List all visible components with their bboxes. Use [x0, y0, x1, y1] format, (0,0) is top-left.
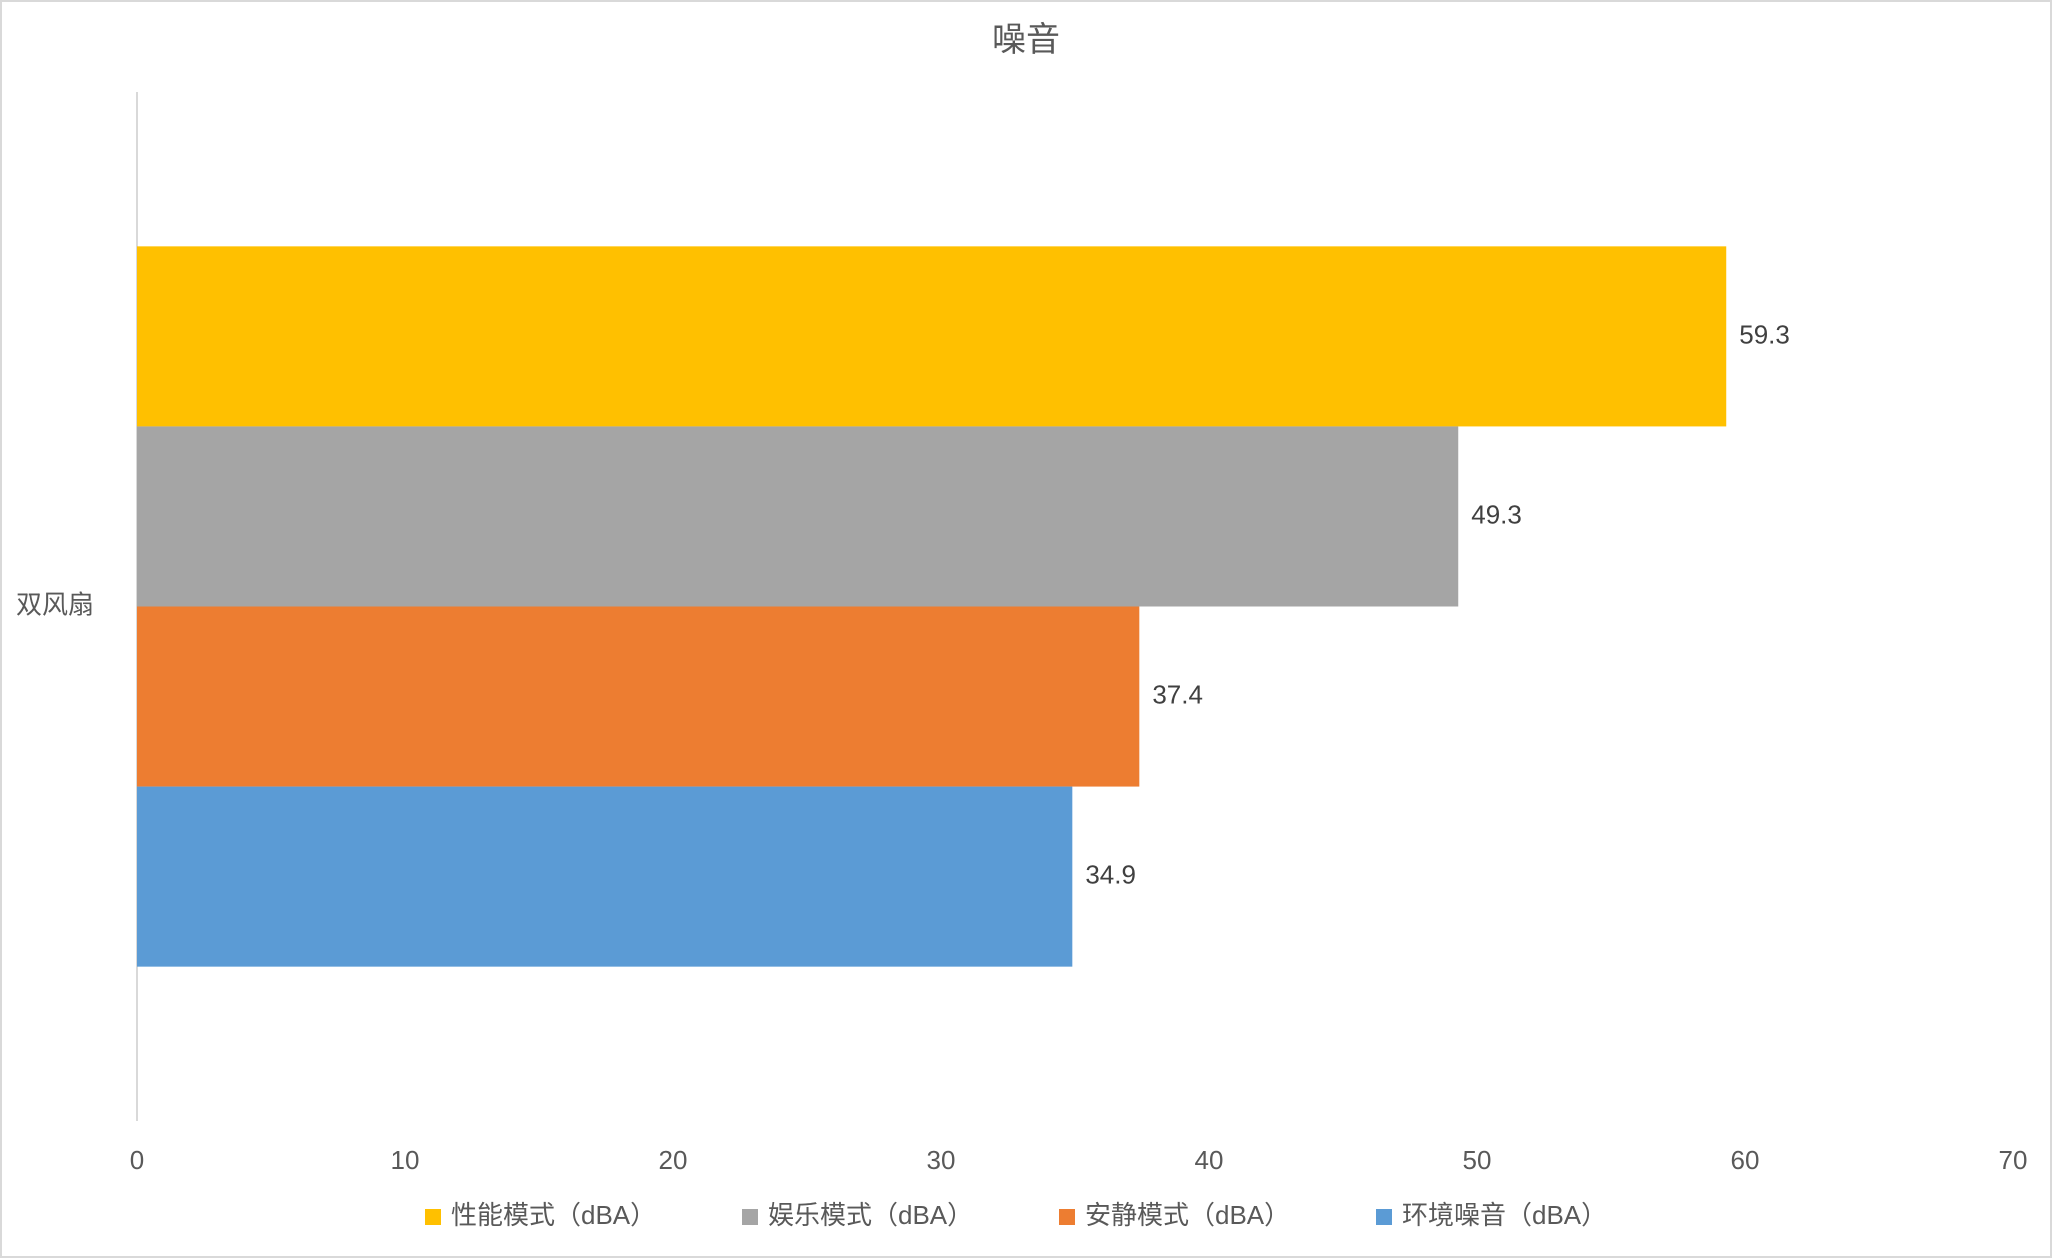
chart-title: 噪音 — [992, 21, 1060, 59]
x-tick-label: 30 — [927, 1145, 956, 1175]
y-tick-label: 双风扇 — [16, 589, 94, 619]
legend-label: 娱乐模式（dBA） — [768, 1200, 973, 1230]
legend-label: 安静模式（dBA） — [1085, 1200, 1290, 1230]
legend-swatch — [425, 1209, 441, 1225]
data-label: 34.9 — [1085, 859, 1136, 889]
x-tick-label: 20 — [659, 1145, 688, 1175]
bar — [137, 426, 1459, 607]
legend-label: 性能模式（dBA） — [451, 1200, 656, 1230]
bar — [137, 786, 1073, 967]
legend-swatch — [742, 1209, 758, 1225]
legend-swatch — [1376, 1209, 1392, 1225]
x-tick-label: 40 — [1195, 1145, 1224, 1175]
x-tick-label: 10 — [391, 1145, 420, 1175]
x-tick-label: 60 — [1731, 1145, 1760, 1175]
bar — [137, 606, 1140, 787]
data-label: 59.3 — [1739, 319, 1790, 349]
data-label: 37.4 — [1152, 679, 1203, 709]
data-label: 49.3 — [1471, 499, 1522, 529]
bar — [137, 246, 1727, 427]
x-tick-label: 50 — [1463, 1145, 1492, 1175]
x-tick-label: 70 — [1999, 1145, 2028, 1175]
x-tick-label: 0 — [130, 1145, 144, 1175]
legend-swatch — [1059, 1209, 1075, 1225]
legend-label: 环境噪音（dBA） — [1402, 1200, 1607, 1230]
